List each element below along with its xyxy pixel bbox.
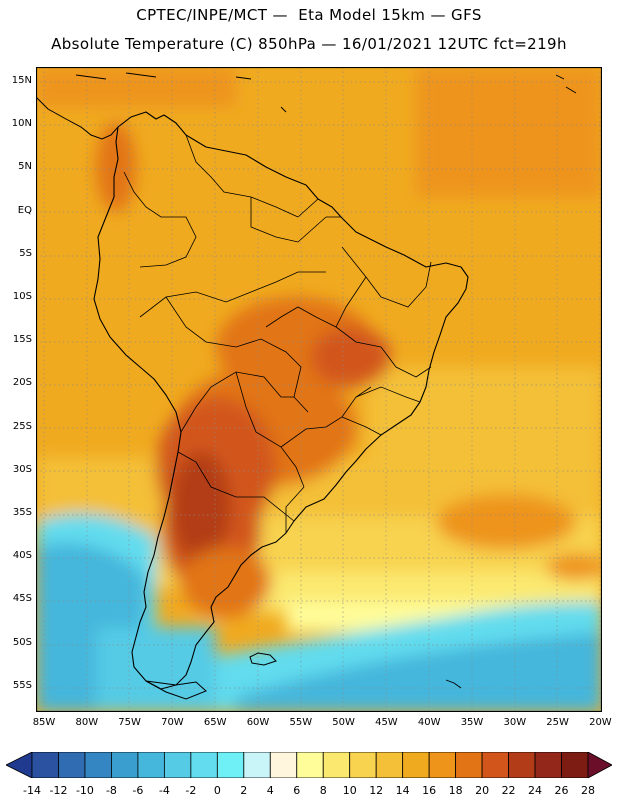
colorbar-tick-label: 20 [475,784,490,797]
country-borders [123,134,432,533]
colorbar-swatch [269,752,298,778]
field-north-band [416,67,602,197]
colorbar-tick-label: 8 [319,784,327,797]
colorbar-tick-label: -8 [105,784,117,797]
colorbar-swatch [111,752,139,778]
lon-label: 40W [417,717,441,728]
colorbar-high-arrow [587,752,612,778]
lat-label: 30S [12,463,32,475]
central-america-coastline [36,96,119,140]
colorbar-tick-label: 18 [448,784,463,797]
south-america-coastline [93,111,469,690]
colorbar-low-arrow [6,752,33,778]
colorbar-tick-label: 12 [369,784,384,797]
map-title-line2: Absolute Temperature (C) 850hPa — 16/01/… [51,35,567,53]
temperature-map [36,67,602,712]
colorbar-swatch [561,752,589,778]
colorbar-swatch [31,752,59,778]
colorbar-tick-label: 22 [501,784,516,797]
lon-label: 20W [589,717,612,728]
lat-label: 10N [11,118,32,130]
colorbar-swatch [508,752,536,778]
lat-label: 15N [11,75,32,86]
lat-label: 5N [18,161,32,173]
field-warm-patch-se [546,553,602,581]
lon-label: 45W [375,717,398,728]
lat-label: 15S [12,334,32,346]
colorbar-tick-label: -12 [49,784,68,797]
lon-label: 65W [203,717,227,728]
tierra-del-fuego [145,680,207,700]
colorbar-swatch [84,752,112,778]
lon-label: 35W [460,717,484,728]
lat-label: 5S [19,247,32,259]
lat-label: 45S [12,593,32,605]
lon-label: 30W [503,717,527,728]
field-north-west [36,67,236,107]
lon-label: 25W [546,717,569,728]
lat-label: 25S [12,420,32,432]
colorbar-tick-label: 24 [528,784,543,797]
lon-label: 55W [289,717,313,728]
colorbar-tick-label: 16 [422,784,437,797]
colorbar-swatch [163,752,192,778]
field-hot-mg [311,327,391,387]
lon-label: 70W [161,717,184,728]
lat-label: 40S [12,550,32,562]
lon-label: 60W [246,717,270,728]
colorbar-tick-label: 6 [293,784,301,797]
colorbar-swatch [58,752,86,778]
colorbar-tick-label: 28 [581,784,595,797]
lat-label: 35S [12,507,32,518]
falkland-islands [249,652,277,666]
caribbean-islands [75,72,577,113]
colorbar-tick-label: -10 [75,784,94,797]
colorbar-tick-label: 10 [342,784,357,797]
colorbar-tick-label: -14 [23,784,41,797]
colorbar-swatch [402,752,430,778]
field-hot-patag [181,547,271,617]
lon-label: 80W [75,717,99,728]
colorbar-swatch [190,752,218,778]
lon-label: 85W [32,717,56,728]
colorbar-swatch [428,752,457,778]
colorbar-tick-label: 26 [554,784,569,797]
lat-label: 55S [12,679,32,691]
lat-label: EQ [17,204,32,216]
lat-label: 20S [12,377,32,389]
colorbar-swatch [296,752,324,778]
lon-label: 75W [118,717,141,728]
colorbar-tick-label: 2 [240,784,248,797]
map-title-line1: CPTEC/INPE/MCT — Eta Model 15km — GFS [136,6,482,24]
field-cold-south2 [236,632,602,712]
colorbar-swatch [534,752,562,778]
colorbar-swatch [349,752,377,778]
field-warm-patch-east [436,494,576,550]
colorbar [6,752,612,778]
lat-label: 50S [12,636,32,648]
colorbar-swatch [137,752,165,778]
colorbar-tick-label: -4 [158,784,170,797]
lon-label: 50W [332,717,355,728]
colorbar-tick-label: -6 [132,784,144,797]
colorbar-swatch [243,752,271,778]
colorbar-swatch [455,752,483,778]
map-border [36,67,602,712]
colorbar-tick-label: 14 [395,784,410,797]
field-cold-patag [96,627,216,712]
colorbar-swatch [481,752,509,778]
colorbar-swatch [375,752,404,778]
field-hot-core [171,452,231,562]
south-georgia [445,679,462,689]
colorbar-swatch [216,752,245,778]
colorbar-tick-label: 4 [266,784,274,797]
lat-label: 10S [12,291,32,302]
colorbar-tick-label: -2 [185,784,197,797]
colorbar-swatch [322,752,351,778]
colorbar-tick-label: 0 [213,784,221,797]
